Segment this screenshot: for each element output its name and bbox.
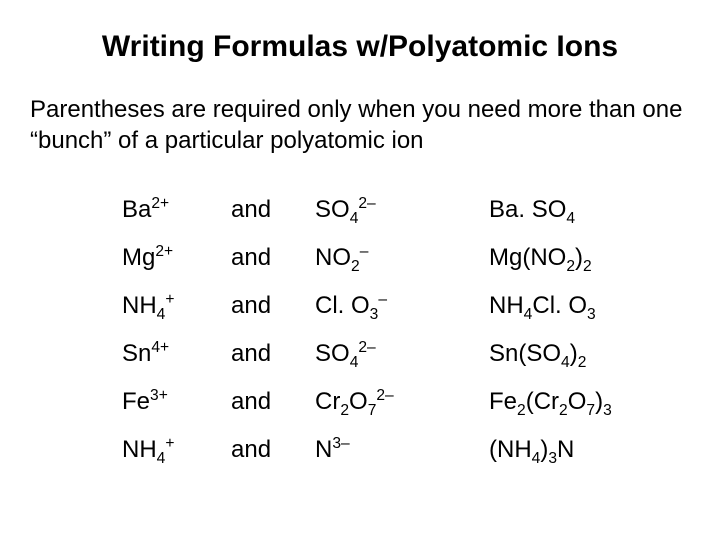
anion-cell: Cl. O3– xyxy=(303,282,477,330)
table-row: NH4+ and N3– (NH4)3N xyxy=(110,426,624,474)
conjunction-cell: and xyxy=(219,426,303,474)
table-row: NH4+ and Cl. O3– NH4Cl. O3 xyxy=(110,282,624,330)
conjunction-cell: and xyxy=(219,378,303,426)
cation-cell: Fe3+ xyxy=(110,378,219,426)
anion-cell: SO42– xyxy=(303,186,477,234)
cation-cell: Sn4+ xyxy=(110,330,219,378)
anion-cell: NO2– xyxy=(303,234,477,282)
slide-title: Writing Formulas w/Polyatomic Ions xyxy=(30,30,690,64)
formulas-table: Ba2+ and SO42– Ba. SO4 Mg2+ and NO2– Mg(… xyxy=(110,186,624,474)
slide: Writing Formulas w/Polyatomic Ions Paren… xyxy=(0,0,720,494)
result-cell: NH4Cl. O3 xyxy=(477,282,624,330)
result-cell: Ba. SO4 xyxy=(477,186,624,234)
cation-cell: Mg2+ xyxy=(110,234,219,282)
result-cell: Fe2(Cr2O7)3 xyxy=(477,378,624,426)
result-cell: Mg(NO2)2 xyxy=(477,234,624,282)
result-cell: (NH4)3N xyxy=(477,426,624,474)
cation-cell: NH4+ xyxy=(110,282,219,330)
table-row: Mg2+ and NO2– Mg(NO2)2 xyxy=(110,234,624,282)
table-row: Sn4+ and SO42– Sn(SO4)2 xyxy=(110,330,624,378)
anion-cell: SO42– xyxy=(303,330,477,378)
cation-cell: NH4+ xyxy=(110,426,219,474)
table-row: Fe3+ and Cr2O72– Fe2(Cr2O7)3 xyxy=(110,378,624,426)
conjunction-cell: and xyxy=(219,234,303,282)
anion-cell: Cr2O72– xyxy=(303,378,477,426)
conjunction-cell: and xyxy=(219,330,303,378)
cation-cell: Ba2+ xyxy=(110,186,219,234)
table-row: Ba2+ and SO42– Ba. SO4 xyxy=(110,186,624,234)
result-cell: Sn(SO4)2 xyxy=(477,330,624,378)
slide-subtitle: Parentheses are required only when you n… xyxy=(30,94,690,156)
anion-cell: N3– xyxy=(303,426,477,474)
conjunction-cell: and xyxy=(219,282,303,330)
conjunction-cell: and xyxy=(219,186,303,234)
